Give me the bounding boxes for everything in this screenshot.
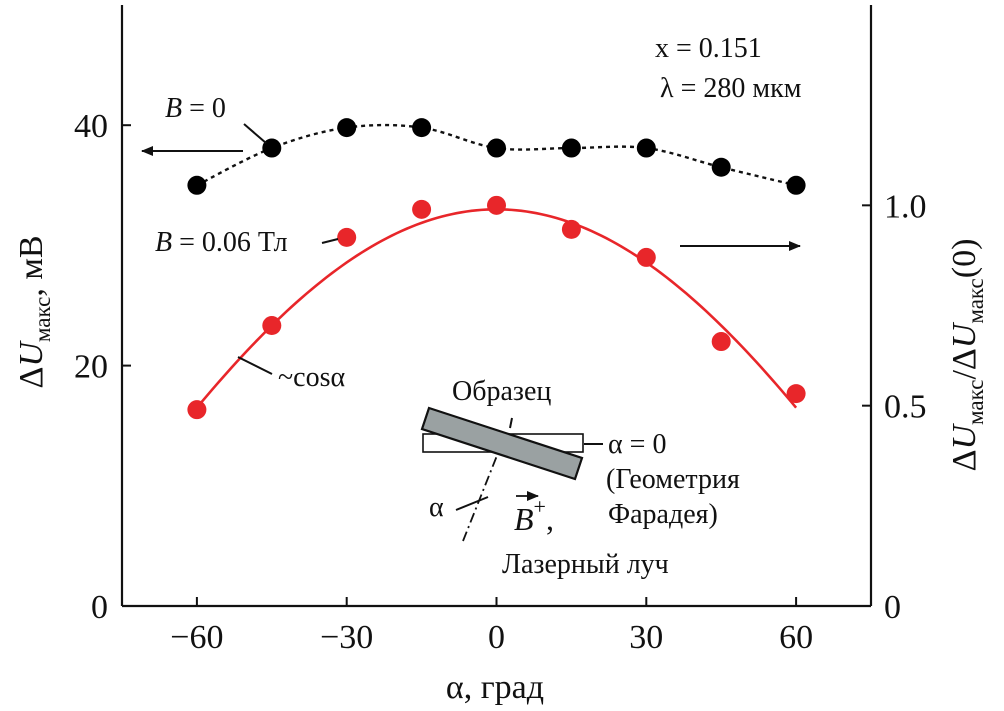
param-x: x = 0.151 [655, 33, 762, 64]
geometry-inset: Образец α = 0 (Геометрия Фарадея) α B+, … [420, 376, 740, 580]
sample-plate [420, 406, 584, 481]
alpha-leader [455, 496, 489, 511]
data-point-b006 [187, 400, 207, 420]
y2-tick-label: 1.0 [884, 188, 927, 225]
y-tick-label: 20 [74, 349, 108, 386]
y2-axis-label: ΔUмакс/ΔUмакс(0) [946, 239, 988, 472]
inset-sample-label: Образец [452, 376, 551, 407]
tick-marks [122, 124, 871, 607]
label-b006: B = 0.06 Тл [155, 227, 288, 258]
data-point-b006 [337, 227, 357, 247]
inset-geometry-label-1: (Геометрия [606, 464, 740, 495]
leader-b0 [243, 123, 267, 144]
leader-cos [237, 356, 273, 375]
data-point-b0 [711, 157, 731, 177]
x-tick-label: 60 [779, 619, 813, 656]
inset-laser-label: Лазерный луч [502, 549, 669, 580]
data-point-b0 [487, 138, 506, 158]
inset-geometry-label-2: Фарадея) [608, 499, 718, 530]
sample-leader [509, 417, 513, 429]
data-point-b0 [187, 175, 207, 195]
inset-alpha-label: α [429, 492, 444, 523]
y2-tick-label: 0 [884, 589, 901, 626]
data-point-b006 [412, 199, 432, 219]
series-b006-points [187, 195, 806, 420]
y2-tick-label: 0.5 [884, 389, 927, 426]
data-point-b0 [412, 118, 432, 138]
data-point-b0 [786, 175, 806, 195]
data-point-b006 [262, 316, 282, 336]
inset-bplus-label: B+, [514, 494, 554, 537]
data-point-b006 [786, 384, 806, 404]
x-tick-label: 0 [488, 619, 505, 656]
y-tick-label: 0 [91, 589, 108, 626]
tick-labels: −60 −30 0 30 60 0 20 40 0 0.5 1.0 [74, 108, 927, 656]
data-point-b006 [636, 247, 656, 267]
x-axis-label: α, град [446, 669, 544, 706]
data-point-b006 [561, 219, 581, 239]
x-tick-label: −60 [170, 619, 223, 656]
label-b0: B = 0 [165, 93, 226, 124]
y-axis-label: ΔUмакс, мВ [13, 235, 55, 388]
data-point-b006 [487, 195, 506, 215]
series-b0-points [187, 118, 806, 195]
x-tick-label: 30 [629, 619, 663, 656]
y-tick-label: 40 [74, 108, 108, 145]
laser-beam [462, 442, 503, 542]
data-point-b0 [262, 138, 282, 158]
label-cos: ~cosα [278, 362, 345, 393]
data-point-b0 [337, 118, 357, 138]
x-tick-label: −30 [320, 619, 373, 656]
leader-b006 [321, 238, 339, 244]
inset-alpha0-label: α = 0 [608, 429, 666, 460]
data-point-b0 [561, 138, 581, 158]
data-point-b0 [636, 138, 656, 158]
data-point-b006 [711, 332, 731, 352]
param-lambda: λ = 280 мкм [660, 73, 802, 104]
